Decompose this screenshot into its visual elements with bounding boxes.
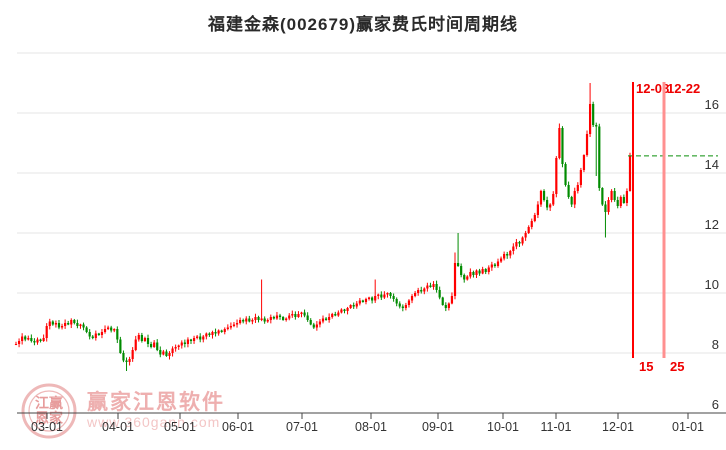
y-tick-label: 8	[712, 337, 719, 352]
x-tick-label: 09-01	[422, 420, 454, 434]
x-tick-label: 11-01	[540, 420, 571, 434]
y-tick-label: 12	[705, 217, 719, 232]
x-tick-label: 08-01	[355, 420, 387, 434]
x-tick-label: 05-01	[164, 420, 196, 434]
x-tick-label: 01-01	[672, 420, 704, 434]
watermark-brand: 赢家江恩软件	[87, 391, 225, 414]
seal-text-bottom: 恩家	[35, 410, 64, 426]
fibonacci-time-lines: 12-08 15 12-22 25	[632, 81, 700, 374]
candlestick-series	[14, 83, 632, 371]
x-axis: 03-01 04-01 05-01 06-01 07-01 08-01 09-01 10-01…	[17, 412, 726, 434]
watermark: 江赢 恩家 赢家江恩软件 www.360gann.com	[20, 382, 225, 440]
y-tick-label: 6	[712, 397, 719, 412]
x-tick-label: 06-01	[222, 420, 254, 434]
watermark-url: www.360gann.com	[87, 414, 221, 430]
chart-title: 福建金森(002679)赢家费氏时间周期线	[207, 15, 519, 34]
cycle-date-label: 12-22	[667, 81, 700, 96]
cycle-count-label: 25	[670, 359, 684, 374]
x-tick-label: 12-01	[602, 420, 634, 434]
y-axis: 16 14 12 10 8 6	[705, 97, 719, 412]
grid-lines	[17, 52, 726, 354]
x-tick-label: 10-01	[487, 420, 519, 434]
gann-seal-logo: 江赢 恩家	[21, 383, 77, 439]
cycle-count-label: 15	[639, 359, 653, 374]
cycle-date-label: 12-08	[636, 81, 669, 96]
y-tick-label: 14	[705, 157, 719, 172]
y-tick-label: 10	[705, 277, 719, 292]
y-tick-label: 16	[705, 97, 719, 112]
x-tick-label: 04-01	[102, 420, 134, 434]
seal-text-top: 江赢	[35, 395, 63, 411]
x-tick-label: 03-01	[31, 420, 63, 434]
x-tick-label: 07-01	[286, 420, 318, 434]
